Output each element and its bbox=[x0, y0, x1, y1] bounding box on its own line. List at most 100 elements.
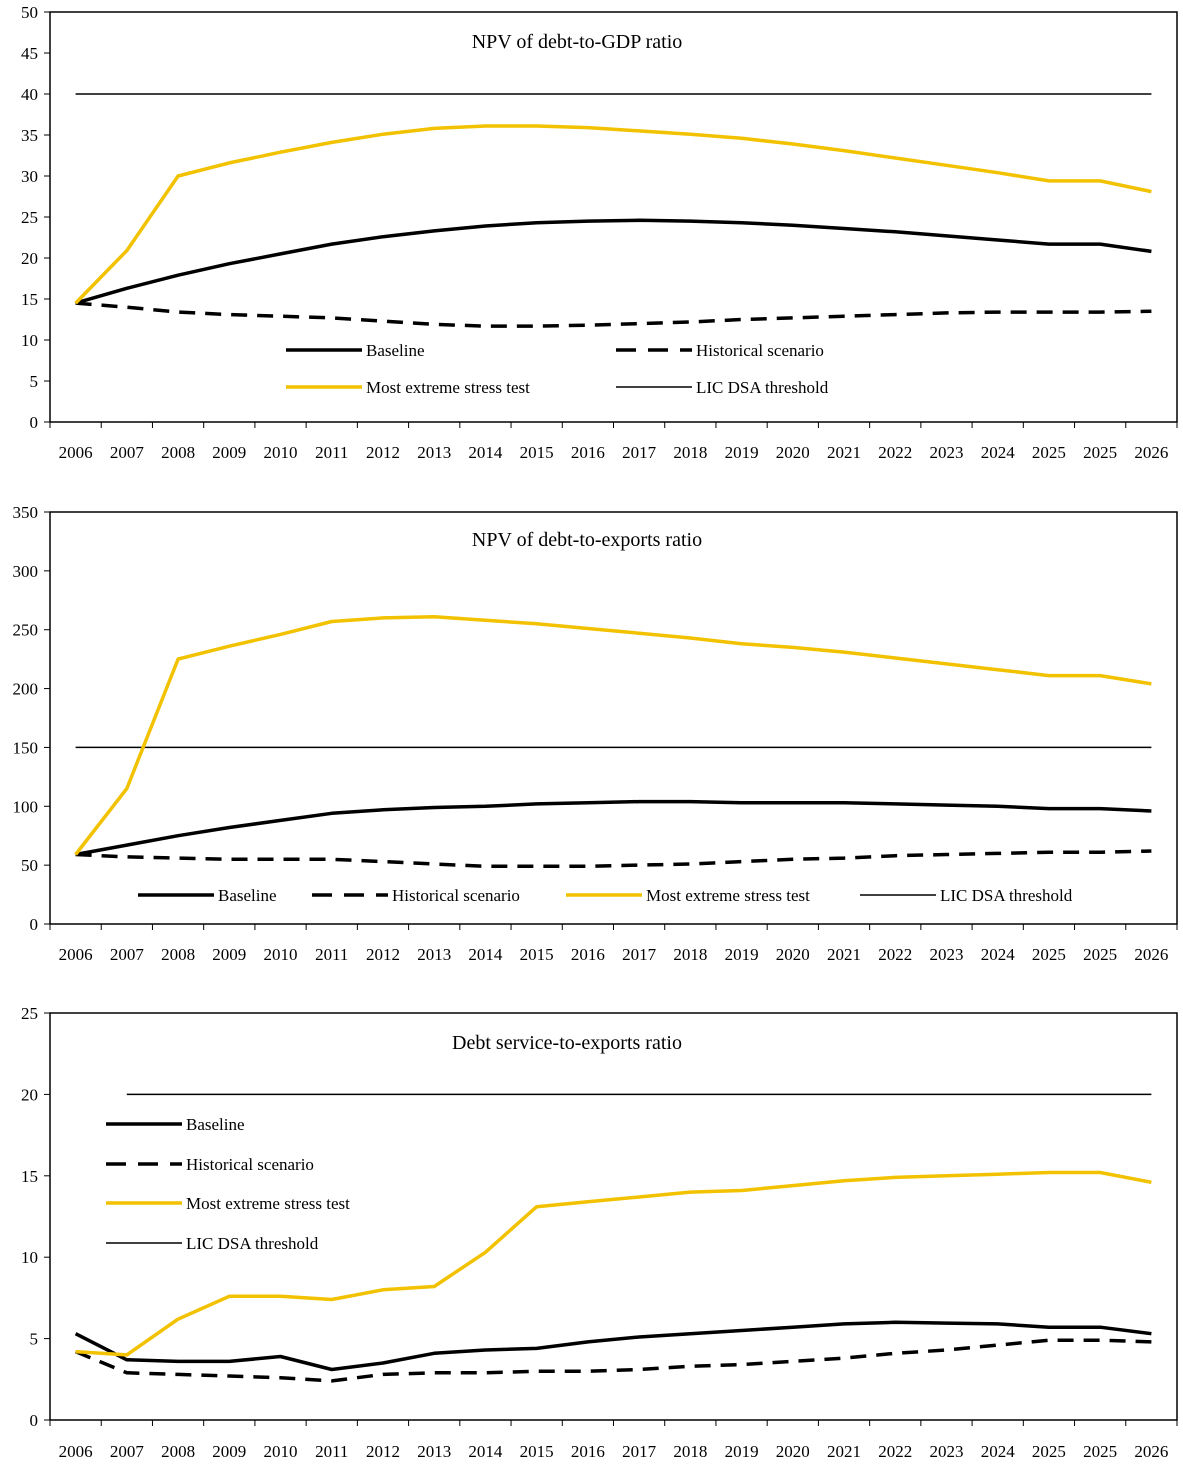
x-tick-label: 2011 bbox=[315, 443, 348, 462]
legend-label: LIC DSA threshold bbox=[696, 378, 829, 397]
x-tick-label: 2021 bbox=[827, 1442, 861, 1461]
x-tick-label: 2013 bbox=[417, 945, 451, 964]
legend-label: Baseline bbox=[186, 1115, 245, 1134]
x-tick-label: 2012 bbox=[366, 443, 400, 462]
legend-label: Historical scenario bbox=[186, 1155, 314, 1174]
x-tick-label: 2025 bbox=[1083, 1442, 1117, 1461]
x-tick-label: 2009 bbox=[212, 443, 246, 462]
chart-title: NPV of debt-to-exports ratio bbox=[472, 529, 702, 551]
x-tick-label: 2020 bbox=[776, 443, 810, 462]
x-tick-label: 2012 bbox=[366, 945, 400, 964]
series-line-historical-scenario bbox=[74, 1338, 1152, 1383]
plot-area-frame bbox=[49, 1012, 1178, 1421]
chart-2: 0 50 100 150 200 250 300 350 2006 2007 2008 2009 201… bbox=[13, 503, 1178, 964]
y-tick-label: 10 bbox=[21, 331, 38, 350]
legend: Baseline Historical scenario Most extreme … bbox=[138, 886, 1073, 905]
x-tick-label: 2015 bbox=[520, 1442, 554, 1461]
x-tick-label: 2006 bbox=[59, 1442, 93, 1461]
x-tick-label: 2025 bbox=[1032, 1442, 1066, 1461]
y-tick-label: 40 bbox=[21, 85, 38, 104]
x-tick-label: 2019 bbox=[725, 945, 759, 964]
y-tick-label: 20 bbox=[21, 1085, 38, 1104]
y-tick-label: 20 bbox=[21, 249, 38, 268]
y-tick-label: 25 bbox=[21, 208, 38, 227]
y-tick-label: 250 bbox=[13, 621, 39, 640]
y-tick-label: 150 bbox=[13, 738, 39, 757]
x-tick-label: 2014 bbox=[468, 443, 503, 462]
x-tick-label: 2020 bbox=[776, 945, 810, 964]
x-tick-label: 2019 bbox=[725, 443, 759, 462]
legend-label: Most extreme stress test bbox=[646, 886, 810, 905]
x-tick-label: 2011 bbox=[315, 945, 348, 964]
x-tick-label: 2010 bbox=[264, 945, 298, 964]
x-tick-label: 2019 bbox=[725, 1442, 759, 1461]
x-tick-label: 2026 bbox=[1134, 443, 1168, 462]
x-tick-label: 2016 bbox=[571, 1442, 605, 1461]
x-tick-label: 2025 bbox=[1083, 945, 1117, 964]
x-tick-label: 2013 bbox=[417, 1442, 451, 1461]
x-tick-label: 2025 bbox=[1032, 945, 1066, 964]
x-tick-label: 2008 bbox=[161, 443, 195, 462]
x-tick-label: 2024 bbox=[981, 1442, 1016, 1461]
x-tick-label: 2024 bbox=[981, 945, 1016, 964]
x-tick-label: 2023 bbox=[929, 945, 963, 964]
x-tick-label: 2023 bbox=[929, 443, 963, 462]
x-tick-label: 2017 bbox=[622, 1442, 657, 1461]
x-tick-label: 2021 bbox=[827, 443, 861, 462]
x-tick-label: 2024 bbox=[981, 443, 1016, 462]
legend-label: Historical scenario bbox=[392, 886, 520, 905]
x-tick-label: 2026 bbox=[1134, 945, 1168, 964]
x-tick-label: 2012 bbox=[366, 1442, 400, 1461]
series-line-historical-scenario bbox=[75, 301, 1152, 328]
x-tick-label: 2025 bbox=[1032, 443, 1066, 462]
y-tick-label: 30 bbox=[21, 167, 38, 186]
plot-area-frame bbox=[49, 11, 1178, 423]
legend: Baseline Historical scenario Most extreme … bbox=[286, 341, 829, 397]
x-tick-label: 2009 bbox=[212, 945, 246, 964]
legend-label: LIC DSA threshold bbox=[186, 1234, 319, 1253]
y-tick-label: 45 bbox=[21, 44, 38, 63]
series-line-baseline bbox=[75, 799, 1152, 857]
y-tick-label: 350 bbox=[13, 503, 39, 522]
y-tick-label: 0 bbox=[30, 915, 39, 934]
x-tick-label: 2017 bbox=[622, 443, 657, 462]
x-tick-label: 2007 bbox=[110, 1442, 145, 1461]
x-tick-label: 2014 bbox=[468, 1442, 503, 1461]
x-tick-label: 2008 bbox=[161, 945, 195, 964]
y-tick-label: 200 bbox=[13, 680, 39, 699]
legend-label: Historical scenario bbox=[696, 341, 824, 360]
x-tick-label: 2010 bbox=[264, 443, 298, 462]
plot-area-frame bbox=[49, 511, 1178, 925]
legend-label: Baseline bbox=[218, 886, 277, 905]
x-tick-label: 2026 bbox=[1134, 1442, 1168, 1461]
y-tick-label: 15 bbox=[21, 1167, 38, 1186]
legend-label: Most extreme stress test bbox=[366, 378, 530, 397]
chart-title: NPV of debt-to-GDP ratio bbox=[472, 31, 683, 53]
series-line-baseline bbox=[74, 1320, 1152, 1372]
x-tick-label: 2022 bbox=[878, 1442, 912, 1461]
x-tick-label: 2018 bbox=[673, 443, 707, 462]
x-tick-label: 2025 bbox=[1083, 443, 1117, 462]
legend-label: Baseline bbox=[366, 341, 425, 360]
x-tick-label: 2014 bbox=[468, 945, 503, 964]
x-tick-label: 2010 bbox=[264, 1442, 298, 1461]
series-line-baseline bbox=[75, 218, 1152, 305]
x-tick-label: 2008 bbox=[161, 1442, 195, 1461]
y-tick-label: 100 bbox=[13, 797, 39, 816]
y-tick-label: 35 bbox=[21, 126, 38, 145]
series-line-most-extreme-stress-test bbox=[75, 1170, 1152, 1357]
x-tick-label: 2006 bbox=[59, 945, 93, 964]
y-tick-label: 15 bbox=[21, 290, 38, 309]
chart-title: Debt service-to-exports ratio bbox=[452, 1032, 682, 1054]
y-tick-label: 5 bbox=[30, 372, 39, 391]
y-tick-label: 50 bbox=[21, 856, 38, 875]
x-tick-label: 2007 bbox=[110, 443, 145, 462]
x-tick-label: 2013 bbox=[417, 443, 451, 462]
x-tick-label: 2018 bbox=[673, 1442, 707, 1461]
x-tick-label: 2009 bbox=[212, 1442, 246, 1461]
x-tick-label: 2022 bbox=[878, 443, 912, 462]
x-tick-label: 2023 bbox=[929, 1442, 963, 1461]
series-line-most-extreme-stress-test bbox=[74, 124, 1152, 305]
